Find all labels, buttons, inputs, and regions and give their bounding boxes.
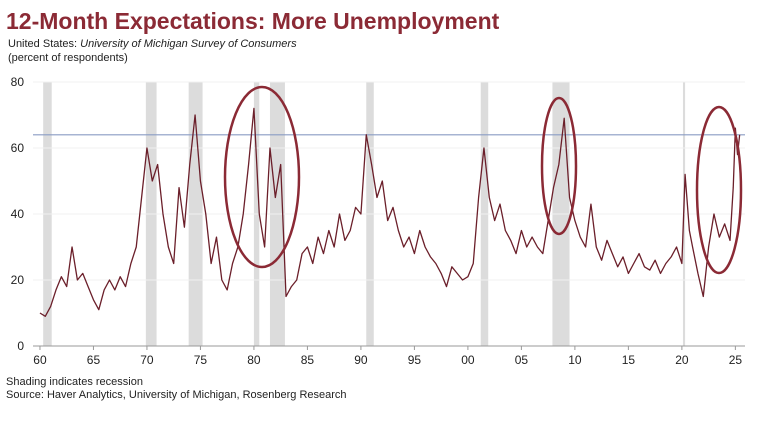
x-tick-label: 80 [247,353,261,367]
x-tick-label: 20 [675,353,689,367]
plot: 0 20 40 60 80 60 65 70 75 80 85 90 95 00 05 10 15 20 25 [11,75,745,367]
chart-title: 12-Month Expectations: More Unemployment [6,8,500,34]
subtitle: United States: University of Michigan Su… [8,38,297,50]
x-tick-label: 60 [33,353,47,367]
y-tick-label: 40 [11,207,25,221]
subtitle-prefix: United States: [8,38,80,50]
y-tick-label: 0 [17,339,24,353]
highlight-circle [540,96,578,236]
y-axis-label: (percent of respondents) [8,52,128,64]
x-tick-label: 10 [568,353,582,367]
x-tick-label: 65 [87,353,101,367]
x-tick-label: 90 [354,353,368,367]
subtitle-source: University of Michigan Survey of Consume… [80,38,297,50]
x-tick-label: 95 [408,353,422,367]
x-tick-label: 15 [622,353,636,367]
y-tick-label: 60 [11,141,25,155]
source: Source: Haver Analytics, University of M… [6,389,347,401]
highlight-circle [223,85,301,269]
x-tick-label: 05 [515,353,529,367]
x-tick-label: 25 [729,353,743,367]
data-line [39,107,741,317]
x-tick-label: 00 [461,353,475,367]
y-tick-label: 20 [11,273,25,287]
x-tick-label: 75 [194,353,208,367]
x-tick-label: 70 [140,353,154,367]
footnote: Shading indicates recession [6,376,143,388]
y-tick-label: 80 [11,75,25,89]
highlight-circle [695,105,743,275]
x-tick-label: 85 [301,353,315,367]
